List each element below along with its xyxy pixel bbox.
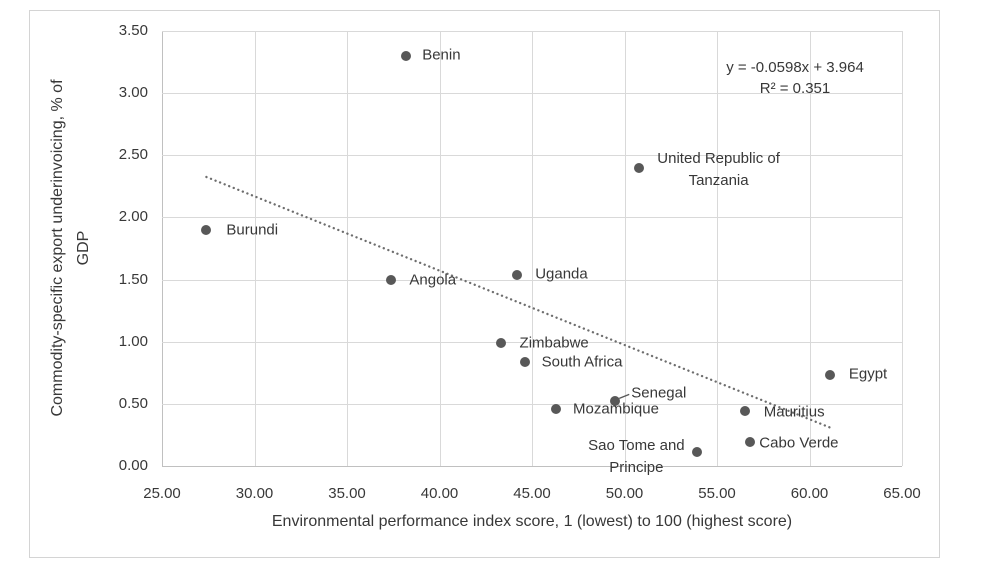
gridline-horizontal [162,31,902,32]
scatter-point [386,274,397,285]
point-label-line: United Republic of [657,149,780,167]
gridline-vertical [717,31,718,466]
y-axis-tick-label: 0.50 [118,394,148,412]
point-label: Benin [422,46,461,64]
y-axis-tick-label: 3.00 [118,84,148,102]
point-label: Mozambique [573,400,659,418]
gridline-horizontal [162,93,902,95]
gridline-vertical [439,31,441,466]
r-squared-line: R² = 0.351 [759,80,831,97]
gridline-vertical [347,31,348,466]
gridline-horizontal [162,279,902,281]
x-axis-tick-label: 35.00 [328,485,366,502]
x-axis-title: Environmental performance index score, 1… [271,513,793,530]
point-label: Egypt [848,365,888,383]
gridline-vertical [624,31,626,466]
x-axis-tick-label: 40.00 [420,485,459,502]
scatter-point [824,370,835,381]
x-axis-line [162,466,902,467]
point-label: Senegal [631,384,687,402]
y-axis-tick-label: 3.50 [118,22,148,39]
x-axis-tick-label: 30.00 [235,485,274,502]
scatter-point [495,337,506,348]
gridline-horizontal [162,155,902,157]
scatter-point [745,437,756,448]
x-axis-tick-label: 25.00 [143,485,181,502]
point-label: Angola [409,271,457,289]
gridline-horizontal [162,217,902,219]
scatter-point [634,162,645,173]
point-label-line: Sao Tome and [588,437,685,455]
gridline-horizontal [162,341,902,343]
scatter-point [691,447,702,458]
point-label-line: Principe [609,459,664,477]
gridline-vertical [902,31,903,466]
trendline [205,175,835,431]
x-axis-tick-label: 55.00 [698,485,736,502]
scatter-point [739,406,750,417]
scatter-point [201,224,212,235]
gridline-vertical [254,31,256,466]
equation-line: y = -0.0598x + 3.964 [726,59,864,76]
y-axis-tick-label: 2.50 [118,146,148,164]
point-label: Uganda [535,265,588,283]
point-label: Mauritius [763,403,825,421]
label-leader-line [619,393,630,399]
y-axis-tick-label: 1.00 [118,332,148,350]
point-label: Zimbabwe [519,334,589,352]
point-label: Cabo Verde [759,434,839,452]
point-label: South Africa [541,353,623,371]
gridline-horizontal [162,403,902,405]
scatter-point [551,403,562,414]
x-axis-tick-label: 45.00 [513,485,551,502]
x-axis-tick-label: 65.00 [883,485,921,502]
point-label: Sao Tome and Principe [588,435,684,479]
scatter-point [610,396,621,407]
y-axis-tick-label: 1.50 [118,270,148,288]
point-label: Burundi [226,221,279,239]
x-axis-tick-label: 60.00 [790,485,829,502]
scatter-point [519,356,530,367]
point-label: United Republic of Tanzania [657,148,780,192]
scatter-point [401,50,412,61]
gridline-vertical [532,31,533,466]
y-axis-title-line2: GDP [75,230,92,266]
plot-area: Benin Burundi Angola United Republic of Tanz… [162,31,903,476]
y-axis-line [162,31,163,466]
y-axis-title: Commodity-specific export underinvoicing… [45,79,97,416]
trendline-equation: y = -0.0598x + 3.964 R² = 0.351 [726,57,864,99]
y-axis-tick-label: 0.00 [118,457,148,474]
trendline-layer [205,175,835,431]
point-label-line: Tanzania [688,171,749,189]
y-axis-tick-label: 2.00 [118,208,148,226]
y-axis-title-line1: Commodity-specific export underinvoicing… [49,79,66,417]
gridline-vertical [809,31,811,466]
x-axis-tick-label: 50.00 [605,485,644,502]
scatter-point [512,269,523,280]
